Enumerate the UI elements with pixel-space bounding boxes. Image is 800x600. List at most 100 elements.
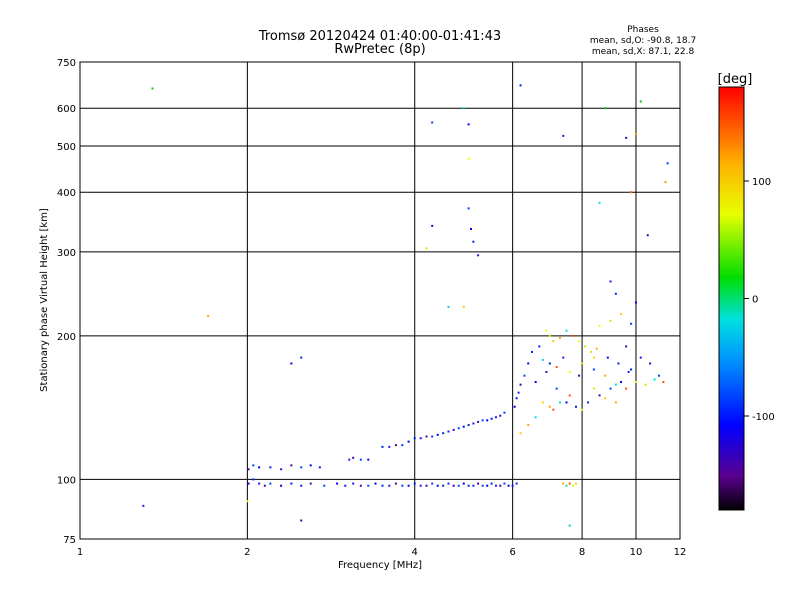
data-point — [646, 234, 649, 237]
data-point — [247, 482, 250, 485]
data-point — [436, 433, 439, 436]
data-point — [625, 345, 628, 348]
data-point — [604, 374, 607, 377]
data-point — [462, 425, 465, 428]
x-axis: 1 2 4 6 8 10 12 — [77, 547, 687, 558]
colorbar-label: [deg] — [718, 72, 753, 87]
data-point — [511, 484, 514, 487]
data-point — [617, 362, 620, 365]
data-point — [467, 484, 470, 487]
data-point — [269, 466, 272, 469]
data-point — [630, 322, 633, 325]
data-point — [592, 387, 595, 390]
data-point — [592, 356, 595, 359]
data-point — [558, 336, 561, 339]
data-point — [336, 482, 339, 485]
grid-lines — [80, 62, 680, 539]
data-point — [151, 87, 154, 90]
data-point — [558, 401, 561, 404]
colorbar-tick-label: 0 — [752, 295, 758, 306]
data-point — [477, 254, 480, 257]
y-axis: 75 100 200 300 400 500 600 750 — [57, 58, 76, 546]
data-point — [571, 484, 574, 487]
data-point — [507, 484, 510, 487]
y-tick-label: 100 — [57, 475, 76, 486]
data-point — [481, 419, 484, 422]
colorbar-tick-label: 100 — [752, 177, 771, 188]
data-point — [519, 383, 522, 386]
data-point — [252, 464, 255, 467]
data-point — [359, 458, 362, 461]
data-point — [388, 445, 391, 448]
data-point — [258, 466, 261, 469]
colorbar-tick-label: -100 — [752, 412, 775, 423]
data-point — [452, 484, 455, 487]
data-point — [503, 411, 506, 414]
legend: Phases mean, sd,O: -90.8, 18.7 mean, sd,… — [590, 25, 696, 57]
data-point — [503, 482, 506, 485]
data-point — [142, 504, 145, 507]
data-point — [494, 484, 497, 487]
data-point — [490, 482, 493, 485]
data-point — [555, 366, 558, 369]
data-point — [300, 466, 303, 469]
data-point — [565, 484, 568, 487]
data-point — [442, 432, 445, 435]
data-point — [462, 107, 465, 110]
data-point — [639, 100, 642, 103]
data-point — [352, 456, 355, 459]
data-point — [548, 334, 551, 337]
data-point — [614, 401, 617, 404]
data-point — [431, 224, 434, 227]
data-point — [431, 482, 434, 485]
data-point — [309, 482, 312, 485]
data-point — [300, 356, 303, 359]
data-point — [323, 484, 326, 487]
data-point — [472, 240, 475, 243]
data-point — [609, 387, 612, 390]
legend-line-x: mean, sd,X: 87.1, 22.8 — [592, 47, 695, 57]
data-point — [527, 362, 530, 365]
plot-frame — [79, 61, 681, 540]
data-point — [425, 435, 428, 438]
x-tick-label: 2 — [244, 547, 250, 558]
data-point — [394, 482, 397, 485]
data-point — [552, 340, 555, 343]
data-point — [565, 329, 568, 332]
data-point — [457, 427, 460, 430]
data-point — [401, 444, 404, 447]
data-point — [290, 362, 293, 365]
data-point — [442, 484, 445, 487]
data-point — [649, 362, 652, 365]
data-point — [252, 478, 255, 481]
data-point — [630, 191, 633, 194]
data-point — [653, 378, 656, 381]
data-point — [419, 484, 422, 487]
data-point — [609, 319, 612, 322]
data-point — [562, 482, 565, 485]
data-point — [246, 500, 249, 503]
data-point — [513, 405, 516, 408]
chart-title: Tromsø 20120424 01:40:00-01:41:43 — [258, 29, 501, 44]
data-point — [300, 519, 303, 522]
data-point — [527, 424, 530, 427]
data-point — [581, 408, 584, 411]
data-point — [634, 381, 637, 384]
data-point — [486, 484, 489, 487]
data-point — [562, 356, 565, 359]
data-point — [592, 368, 595, 371]
data-point — [467, 123, 470, 126]
data-point — [545, 370, 548, 373]
data-point — [494, 416, 497, 419]
data-point — [548, 362, 551, 365]
y-axis-label: Stationary phase Virtual Height [km] — [39, 208, 50, 392]
data-point — [407, 440, 410, 443]
y-tick-label: 500 — [57, 142, 76, 153]
data-point — [472, 422, 475, 425]
y-tick-label: 200 — [57, 332, 76, 343]
data-point — [515, 397, 518, 400]
data-point — [486, 419, 489, 422]
data-point — [413, 437, 416, 440]
data-point — [568, 524, 571, 527]
x-axis-label: Frequency [MHz] — [338, 560, 422, 571]
